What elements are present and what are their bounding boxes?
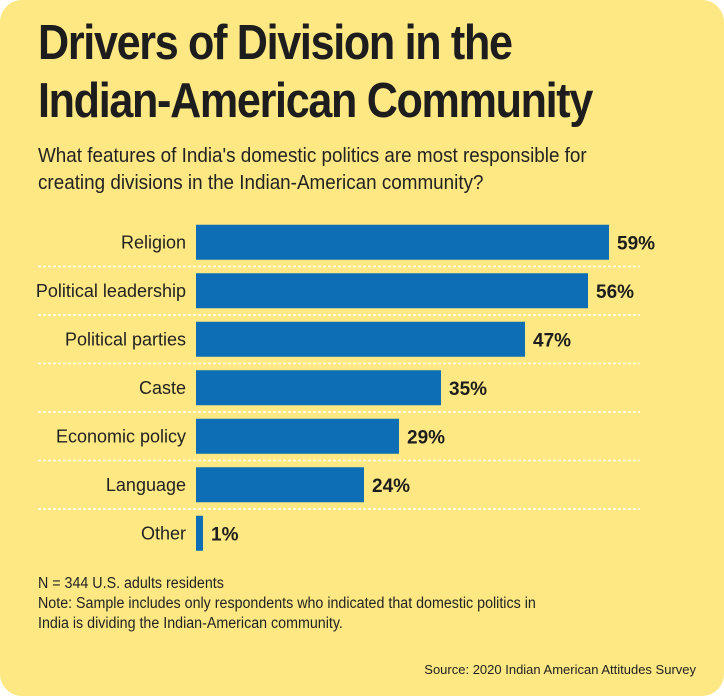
- value-label: 35%: [449, 379, 487, 400]
- sample-size-note: N = 344 U.S. adults residents: [38, 575, 224, 592]
- bar-other: [196, 515, 203, 551]
- value-label: 56%: [596, 282, 634, 303]
- value-label: 59%: [617, 233, 655, 254]
- bar-political-leadership: [196, 273, 588, 309]
- footnote: N = 344 U.S. adults residents Note: Samp…: [38, 574, 645, 634]
- category-label: Political parties: [65, 329, 186, 349]
- category-label: Other: [141, 523, 186, 543]
- category-label: Language: [106, 475, 186, 495]
- chart-title: Drivers of Division in the Indian-Americ…: [38, 14, 619, 130]
- category-label: Caste: [139, 378, 186, 398]
- value-label: 29%: [407, 427, 445, 448]
- title-line-1: Drivers of Division in the: [38, 16, 513, 70]
- source-note: Source: 2020 Indian American Attitudes S…: [424, 662, 696, 677]
- bar-religion: [196, 224, 609, 260]
- category-label: Political leadership: [36, 281, 186, 301]
- value-label: 1%: [211, 524, 239, 545]
- bar-language: [196, 467, 364, 503]
- subtitle-line-1: What features of India's domestic politi…: [38, 144, 587, 167]
- subtitle-line-2: creating divisions in the Indian-America…: [38, 171, 484, 194]
- chart-subtitle: What features of India's domestic politi…: [38, 142, 645, 196]
- note-line-1: Note: Sample includes only respondents w…: [38, 595, 536, 612]
- category-label: Economic policy: [56, 426, 186, 446]
- value-label: 47%: [533, 330, 571, 351]
- value-label: 24%: [372, 476, 410, 497]
- bar-political-parties: [196, 321, 525, 357]
- note-line-2: India is dividing the Indian-American co…: [38, 615, 343, 632]
- category-label: Religion: [121, 232, 186, 252]
- bar-economic-policy: [196, 418, 399, 454]
- bar-caste: [196, 370, 441, 406]
- title-line-2: Indian-American Community: [38, 74, 593, 128]
